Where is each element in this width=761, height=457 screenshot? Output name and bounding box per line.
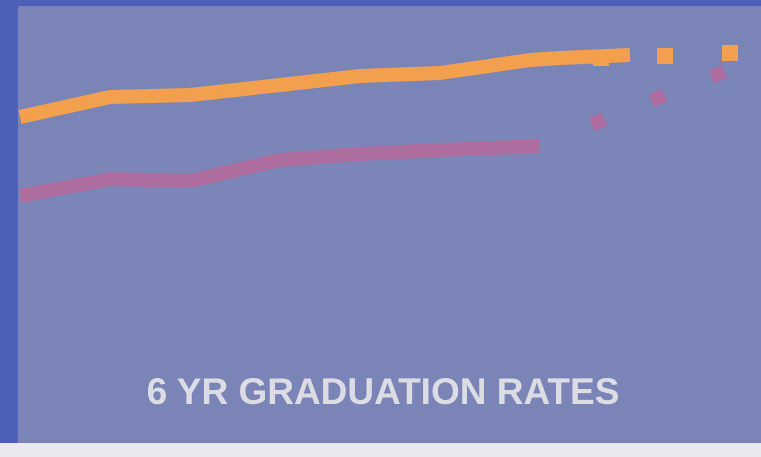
bottom-strip	[0, 443, 761, 457]
orange-dash	[657, 48, 673, 64]
title: 6 YR GRADUATION RATES	[147, 371, 620, 412]
orange-line	[18, 48, 631, 124]
pink-dashes	[588, 64, 728, 132]
pink-dash	[708, 64, 728, 84]
orange-dash	[722, 45, 738, 61]
orange-dash	[593, 50, 609, 66]
pink-line	[18, 139, 541, 203]
pink-dash	[588, 112, 608, 132]
orange-dashes	[593, 45, 738, 66]
pink-dash	[648, 88, 668, 108]
